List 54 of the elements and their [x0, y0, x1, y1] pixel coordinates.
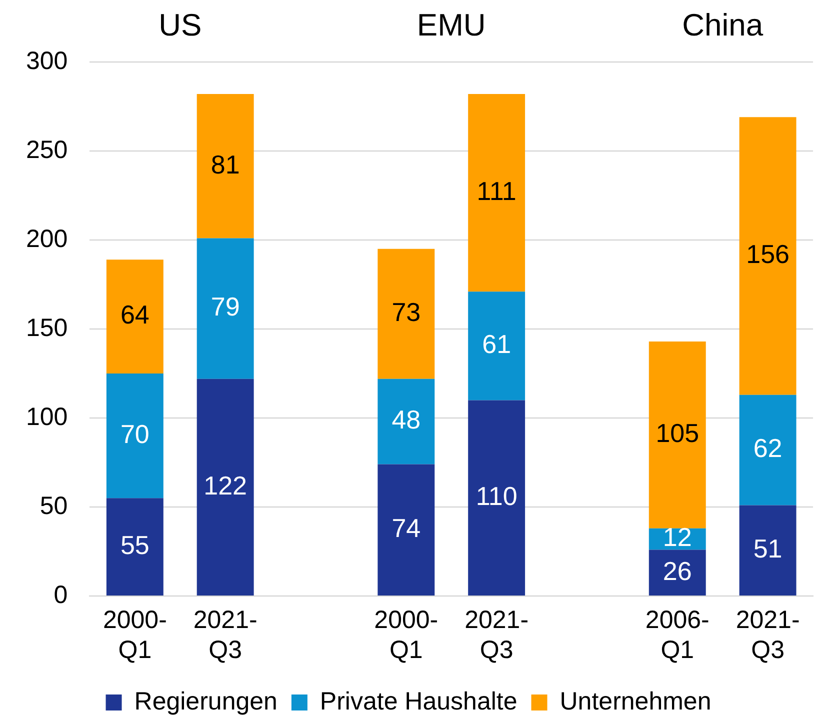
data-label: 122	[204, 470, 248, 500]
text: US	[158, 8, 202, 43]
data-label: 111	[476, 176, 516, 206]
data-label: 62	[753, 433, 782, 464]
x-tick-label: 2000-Q1	[102, 606, 167, 664]
data-label: 73	[392, 297, 421, 328]
bar	[378, 248, 435, 379]
data-label: 79	[210, 292, 240, 322]
bar	[106, 498, 164, 596]
bar	[648, 341, 706, 528]
bar	[468, 94, 526, 292]
bar	[378, 464, 435, 596]
y-tick-label: 50	[40, 492, 68, 520]
x-tick-label: 2021-Q3	[464, 606, 529, 664]
data-label: 156	[746, 239, 790, 270]
bar	[468, 292, 526, 400]
bar	[106, 260, 164, 374]
data-label: 12	[662, 522, 692, 552]
bar	[106, 374, 164, 498]
text: EMU	[416, 8, 486, 43]
bar	[378, 378, 435, 464]
data-label: 64	[120, 300, 150, 330]
data-label: 70	[120, 418, 150, 449]
x-tick-label: 2006-Q1	[645, 606, 710, 664]
data-label: 110	[476, 481, 518, 512]
legend-label: Regierungen	[134, 687, 278, 716]
data-label: 81	[210, 149, 240, 180]
bar	[196, 94, 254, 238]
x-tick-label: 2021-Q3	[193, 606, 258, 664]
bar	[739, 505, 796, 596]
y-tick-label: 200	[26, 224, 68, 253]
data-label: 55	[120, 530, 150, 560]
data-label: 26	[662, 556, 692, 586]
text: China	[682, 8, 764, 43]
y-tick-label: 100	[26, 402, 68, 431]
y-tick-label: 0	[54, 580, 68, 609]
x-tick-label: 2000-Q1	[374, 606, 438, 664]
data-label: 61	[482, 329, 512, 360]
bar	[196, 378, 254, 596]
legend-label: Private Haushalte	[320, 687, 518, 716]
data-label: 48	[392, 404, 421, 435]
x-tick-label: 2021-Q3	[736, 606, 800, 664]
data-label: 74	[392, 513, 421, 544]
bar	[196, 238, 254, 379]
bar	[468, 400, 526, 596]
data-label: 51	[753, 534, 782, 564]
bar	[648, 550, 706, 596]
data-label: 105	[656, 418, 700, 448]
y-tick-label: 250	[26, 136, 68, 164]
legend-label: Unternehmen	[560, 687, 712, 716]
bar	[739, 394, 796, 506]
y-tick-label: 150	[26, 314, 68, 342]
y-tick-label: 300	[26, 46, 68, 75]
bar	[739, 117, 796, 395]
